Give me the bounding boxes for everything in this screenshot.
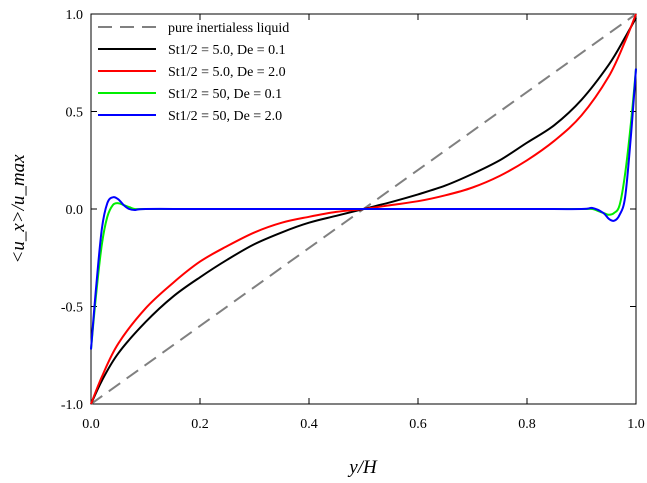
y-tick-label: 1.0 [66,8,84,23]
legend-label: St1/2 = 50, De = 0.1 [168,87,282,102]
series-layer [90,13,637,405]
x-tick-label: 1.0 [627,417,645,432]
x-tick-label: 0.8 [518,417,536,432]
y-axis: -1.0 -0.5 0.0 0.5 1.0 [61,8,636,413]
legend-label: St1/2 = 50, De = 2.0 [168,109,282,124]
x-axis-title: y/H [347,457,378,478]
x-tick-label: 0.2 [191,417,209,432]
legend-label: St1/2 = 5.0, De = 2.0 [168,65,286,80]
legend-label: pure inertialess liquid [168,21,289,36]
y-tick-label: -0.5 [61,301,83,316]
legend-label: St1/2 = 5.0, De = 0.1 [168,43,286,58]
x-tick-label: 0.4 [300,417,318,432]
x-tick-label: 0.0 [82,417,100,432]
legend: pure inertialess liquid St1/2 = 5.0, De =… [98,21,289,124]
y-axis-title: <u_x>/u_max [8,154,29,264]
y-tick-label: 0.0 [66,203,84,218]
y-tick-label: -1.0 [61,398,83,413]
series-line-4 [90,68,637,350]
y-tick-label: 0.5 [66,106,84,121]
x-tick-label: 0.6 [409,417,427,432]
